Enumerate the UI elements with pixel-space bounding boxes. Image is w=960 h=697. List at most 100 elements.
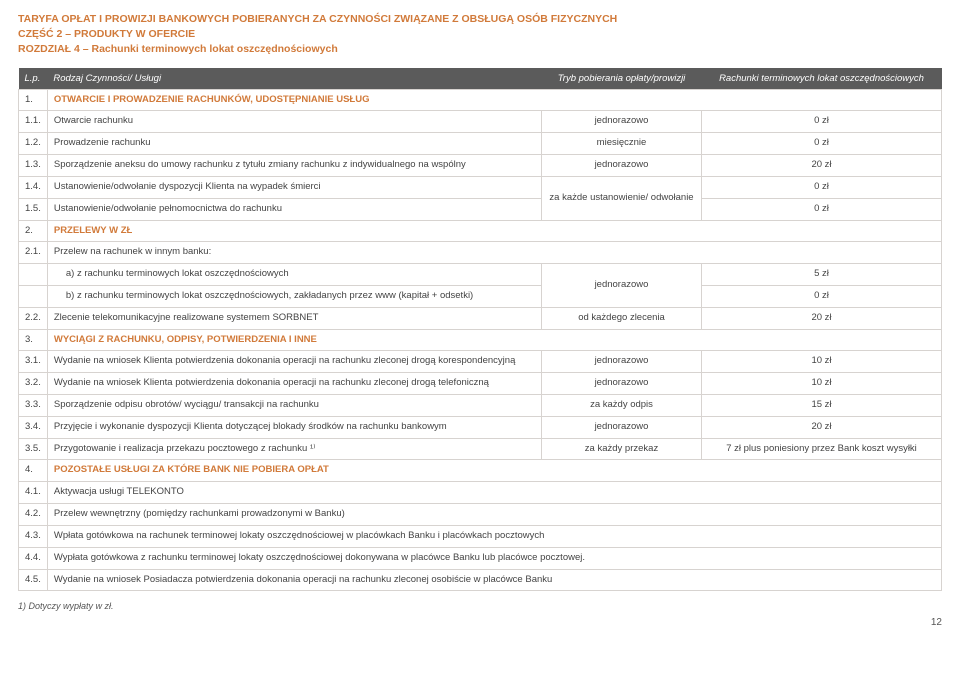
cell-lp: 1.3. — [19, 155, 48, 177]
cell-text: Przelew wewnętrzny (pomiędzy rachunkami … — [47, 504, 941, 526]
row-2-2: 2.2. Zlecenie telekomunikacyjne realizow… — [19, 307, 942, 329]
cell-lp: 4.1. — [19, 482, 48, 504]
doc-title: TARYFA OPŁAT I PROWIZJI BANKOWYCH POBIER… — [18, 12, 942, 58]
cell-text: Ustanowienie/odwołanie pełnomocnictwa do… — [47, 198, 541, 220]
row-1-4: 1.4. Ustanowienie/odwołanie dyspozycji K… — [19, 176, 942, 198]
section-1: 1. OTWARCIE I PROWADZENIE RACHUNKÓW, UDO… — [19, 89, 942, 111]
row-1-1: 1.1. Otwarcie rachunku jednorazowo 0 zł — [19, 111, 942, 133]
section-3: 3. WYCIĄGI Z RACHUNKU, ODPISY, POTWIERDZ… — [19, 329, 942, 351]
cell-text: Otwarcie rachunku — [47, 111, 541, 133]
cell-fee: 0 zł — [702, 198, 942, 220]
row-4-3: 4.3. Wpłata gotówkowa na rachunek termin… — [19, 525, 942, 547]
cell-text: a) z rachunku terminowych lokat oszczędn… — [47, 264, 541, 286]
cell-fee: 0 zł — [702, 133, 942, 155]
cell-lp: 3.2. — [19, 373, 48, 395]
cell-text: Wpłata gotówkowa na rachunek terminowej … — [47, 525, 941, 547]
cell-lp: 3.1. — [19, 351, 48, 373]
row-3-4: 3.4. Przyjęcie i wykonanie dyspozycji Kl… — [19, 416, 942, 438]
cell-text: Wydanie na wniosek Klienta potwierdzenia… — [47, 351, 541, 373]
cell-fee: 0 zł — [702, 176, 942, 198]
cell-fee: 0 zł — [702, 111, 942, 133]
cell-tryb: za każdy przekaz — [542, 438, 702, 460]
row-1-5: 1.5. Ustanowienie/odwołanie pełnomocnict… — [19, 198, 942, 220]
row-2-1a: a) z rachunku terminowych lokat oszczędn… — [19, 264, 942, 286]
cell-lp: 1.5. — [19, 198, 48, 220]
cell-text: Zlecenie telekomunikacyjne realizowane s… — [47, 307, 541, 329]
cell-fee: 10 zł — [702, 351, 942, 373]
cell-text: Przygotowanie i realizacja przekazu pocz… — [47, 438, 541, 460]
col-rodzaj: Rodzaj Czynności/ Usługi — [47, 68, 541, 90]
cell-fee: 10 zł — [702, 373, 942, 395]
cell-lp: 1.1. — [19, 111, 48, 133]
cell-lp: 4.5. — [19, 569, 48, 591]
cell-text: Przyjęcie i wykonanie dyspozycji Klienta… — [47, 416, 541, 438]
cell-text: Wydanie na wniosek Klienta potwierdzenia… — [47, 373, 541, 395]
cell-text: Wydanie na wniosek Posiadacza potwierdze… — [47, 569, 941, 591]
cell-text-inner: b) z rachunku terminowych lokat oszczędn… — [54, 290, 473, 303]
cell-text: WYCIĄGI Z RACHUNKU, ODPISY, POTWIERDZENI… — [47, 329, 941, 351]
title-line-3: ROZDZIAŁ 4 – Rachunki terminowych lokat … — [18, 42, 942, 57]
row-4-5: 4.5. Wydanie na wniosek Posiadacza potwi… — [19, 569, 942, 591]
cell-lp: 4.2. — [19, 504, 48, 526]
cell-text: Przelew na rachunek w innym banku: — [47, 242, 941, 264]
cell-text-inner: a) z rachunku terminowych lokat oszczędn… — [54, 268, 289, 281]
row-3-2: 3.2. Wydanie na wniosek Klienta potwierd… — [19, 373, 942, 395]
cell-fee: 20 zł — [702, 307, 942, 329]
cell-tryb: za każde ustanowienie/ odwołanie — [542, 176, 702, 220]
cell-fee: 15 zł — [702, 395, 942, 417]
cell-tryb: jednorazowo — [542, 416, 702, 438]
cell-text: Aktywacja usługi TELEKONTO — [47, 482, 941, 504]
cell-text: POZOSTAŁE USŁUGI ZA KTÓRE BANK NIE POBIE… — [47, 460, 941, 482]
page-number: 12 — [18, 617, 942, 628]
col-fee: Rachunki terminowych lokat oszczędnościo… — [702, 68, 942, 90]
cell-lp: 1.2. — [19, 133, 48, 155]
cell-text: Ustanowienie/odwołanie dyspozycji Klient… — [47, 176, 541, 198]
table-header-row: L.p. Rodzaj Czynności/ Usługi Tryb pobie… — [19, 68, 942, 90]
cell-text: Wypłata gotówkowa z rachunku terminowej … — [47, 547, 941, 569]
row-2-1b: b) z rachunku terminowych lokat oszczędn… — [19, 285, 942, 307]
cell-lp — [19, 285, 48, 307]
cell-text: Sporządzenie aneksu do umowy rachunku z … — [47, 155, 541, 177]
cell-tryb: od każdego zlecenia — [542, 307, 702, 329]
cell-tryb: jednorazowo — [542, 264, 702, 308]
row-4-4: 4.4. Wypłata gotówkowa z rachunku termin… — [19, 547, 942, 569]
title-line-2: CZĘŚĆ 2 – PRODUKTY W OFERCIE — [18, 27, 942, 42]
cell-lp: 2.2. — [19, 307, 48, 329]
cell-fee: 20 zł — [702, 416, 942, 438]
cell-lp: 4.3. — [19, 525, 48, 547]
cell-tryb: jednorazowo — [542, 373, 702, 395]
cell-tryb: jednorazowo — [542, 155, 702, 177]
cell-lp: 2.1. — [19, 242, 48, 264]
row-1-2: 1.2. Prowadzenie rachunku miesięcznie 0 … — [19, 133, 942, 155]
cell-lp: 3.4. — [19, 416, 48, 438]
cell-fee: 5 zł — [702, 264, 942, 286]
title-line-1: TARYFA OPŁAT I PROWIZJI BANKOWYCH POBIER… — [18, 12, 942, 27]
cell-text: Sporządzenie odpisu obrotów/ wyciągu/ tr… — [47, 395, 541, 417]
row-3-3: 3.3. Sporządzenie odpisu obrotów/ wyciąg… — [19, 395, 942, 417]
cell-text: PRZELEWY W ZŁ — [47, 220, 941, 242]
cell-lp: 1.4. — [19, 176, 48, 198]
cell-tryb: jednorazowo — [542, 111, 702, 133]
row-4-1: 4.1. Aktywacja usługi TELEKONTO — [19, 482, 942, 504]
cell-lp: 2. — [19, 220, 48, 242]
cell-text: b) z rachunku terminowych lokat oszczędn… — [47, 285, 541, 307]
fee-table: L.p. Rodzaj Czynności/ Usługi Tryb pobie… — [18, 68, 942, 592]
cell-fee: 0 zł — [702, 285, 942, 307]
section-2: 2. PRZELEWY W ZŁ — [19, 220, 942, 242]
cell-lp — [19, 264, 48, 286]
col-tryb: Tryb pobierania opłaty/prowizji — [542, 68, 702, 90]
cell-tryb: za każdy odpis — [542, 395, 702, 417]
row-1-3: 1.3. Sporządzenie aneksu do umowy rachun… — [19, 155, 942, 177]
row-3-5: 3.5. Przygotowanie i realizacja przekazu… — [19, 438, 942, 460]
cell-fee: 20 zł — [702, 155, 942, 177]
cell-lp: 1. — [19, 89, 48, 111]
cell-tryb: miesięcznie — [542, 133, 702, 155]
cell-fee: 7 zł plus poniesiony przez Bank koszt wy… — [702, 438, 942, 460]
row-4-2: 4.2. Przelew wewnętrzny (pomiędzy rachun… — [19, 504, 942, 526]
cell-lp: 4.4. — [19, 547, 48, 569]
cell-text: OTWARCIE I PROWADZENIE RACHUNKÓW, UDOSTĘ… — [47, 89, 941, 111]
cell-lp: 3.3. — [19, 395, 48, 417]
cell-lp: 3.5. — [19, 438, 48, 460]
cell-lp: 4. — [19, 460, 48, 482]
cell-tryb: jednorazowo — [542, 351, 702, 373]
